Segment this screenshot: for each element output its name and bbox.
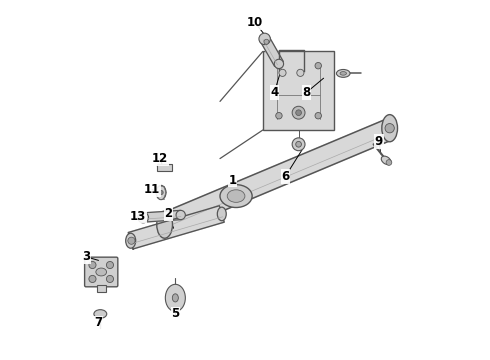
Circle shape (276, 112, 282, 119)
Circle shape (386, 159, 392, 165)
Text: 6: 6 (281, 170, 290, 183)
Circle shape (296, 110, 301, 116)
Text: 5: 5 (171, 307, 179, 320)
Circle shape (176, 210, 185, 220)
Ellipse shape (337, 69, 350, 77)
Circle shape (315, 112, 321, 119)
Text: 12: 12 (152, 152, 168, 165)
Ellipse shape (340, 72, 346, 75)
Circle shape (292, 106, 305, 119)
Text: 11: 11 (144, 183, 160, 196)
Circle shape (138, 212, 148, 223)
Text: 4: 4 (270, 86, 278, 99)
Circle shape (259, 33, 270, 45)
Ellipse shape (156, 185, 166, 200)
Ellipse shape (220, 185, 252, 207)
Circle shape (385, 123, 394, 133)
Ellipse shape (165, 284, 185, 311)
Ellipse shape (227, 190, 245, 202)
Ellipse shape (382, 114, 397, 142)
Circle shape (276, 63, 282, 69)
Circle shape (89, 275, 96, 283)
Text: 8: 8 (302, 86, 311, 99)
Circle shape (296, 141, 301, 147)
Circle shape (274, 59, 284, 68)
Bar (97, 285, 105, 292)
Text: 10: 10 (247, 16, 263, 29)
Text: 3: 3 (82, 250, 90, 263)
Bar (157, 163, 172, 171)
Circle shape (106, 261, 114, 269)
Ellipse shape (381, 156, 391, 165)
Polygon shape (143, 210, 181, 222)
Ellipse shape (172, 294, 178, 302)
FancyBboxPatch shape (85, 257, 118, 287)
Text: 2: 2 (164, 207, 172, 220)
Circle shape (297, 69, 304, 76)
Circle shape (106, 275, 114, 283)
Text: 7: 7 (95, 316, 102, 329)
Circle shape (264, 39, 269, 44)
Ellipse shape (218, 207, 226, 221)
Text: 9: 9 (375, 135, 383, 148)
Polygon shape (128, 206, 224, 249)
Circle shape (128, 237, 135, 244)
Text: 1: 1 (228, 174, 237, 186)
Ellipse shape (126, 233, 136, 248)
Circle shape (292, 138, 305, 151)
Circle shape (315, 63, 321, 69)
Circle shape (159, 190, 163, 195)
Polygon shape (162, 120, 392, 233)
Bar (263, 51, 334, 130)
Circle shape (279, 69, 286, 76)
Ellipse shape (96, 268, 107, 276)
Ellipse shape (94, 310, 107, 318)
Circle shape (89, 261, 96, 269)
Text: 13: 13 (130, 210, 146, 222)
Polygon shape (260, 36, 283, 66)
Ellipse shape (157, 211, 172, 238)
